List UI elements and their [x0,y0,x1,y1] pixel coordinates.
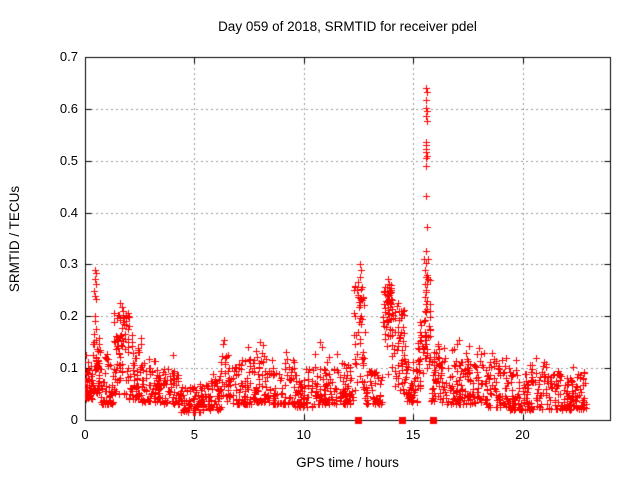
y-tick-label: 0 [70,412,78,427]
chart-title: Day 059 of 2018, SRMTID for receiver pde… [218,19,477,34]
y-tick-label: 0.4 [59,204,78,220]
y-tick-label: 0.5 [59,152,78,168]
y-tick-label: 0.2 [59,308,78,324]
x-tick-label: 15 [405,427,421,442]
y-tick-label: 0.7 [59,49,78,64]
x-tick-label: 10 [296,427,311,442]
x-tick-label: 5 [190,427,198,442]
y-tick-label: 0.1 [59,360,78,376]
y-tick-label: 0.6 [59,100,78,116]
x-axis-label: GPS time / hours [296,455,399,470]
y-axis-label: SRMTID / TECUs [7,185,22,293]
y-tick-label: 0.3 [59,256,78,272]
x-tick-label: 0 [81,427,89,442]
x-tick-label: 20 [515,427,530,442]
